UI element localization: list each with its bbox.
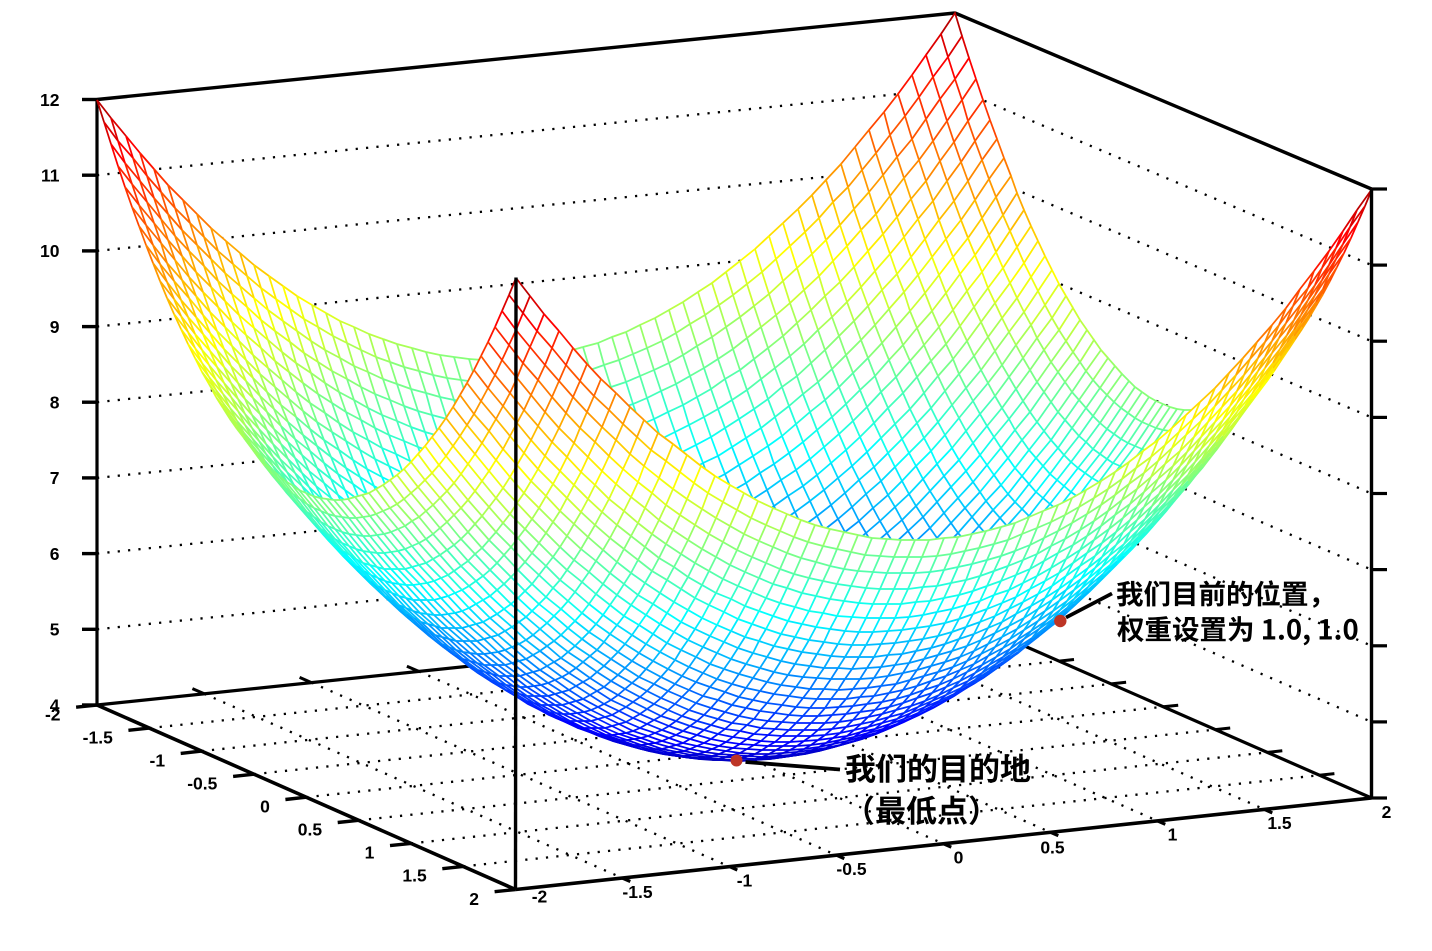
- svg-text:-0.5: -0.5: [836, 859, 866, 879]
- svg-text:6: 6: [50, 544, 60, 564]
- svg-text:-2: -2: [45, 704, 61, 724]
- svg-text:4: 4: [50, 695, 60, 715]
- svg-text:0.5: 0.5: [1040, 838, 1065, 858]
- svg-text:0.5: 0.5: [298, 820, 323, 840]
- svg-text:9: 9: [50, 317, 60, 337]
- svg-text:-1.5: -1.5: [622, 882, 652, 902]
- svg-text:-0.5: -0.5: [187, 774, 217, 794]
- svg-text:1: 1: [1168, 825, 1178, 845]
- svg-text:11: 11: [41, 166, 60, 186]
- svg-text:8: 8: [50, 393, 60, 413]
- svg-text:2: 2: [469, 889, 479, 909]
- svg-text:-1: -1: [150, 750, 166, 770]
- svg-text:1.5: 1.5: [1267, 813, 1292, 833]
- svg-text:1.5: 1.5: [402, 866, 427, 886]
- svg-text:5: 5: [50, 620, 60, 640]
- svg-text:0: 0: [954, 848, 964, 868]
- svg-text:0: 0: [260, 797, 270, 817]
- svg-text:7: 7: [50, 468, 60, 488]
- svg-text:1: 1: [365, 843, 375, 863]
- svg-text:-1.5: -1.5: [83, 727, 113, 747]
- svg-text:12: 12: [40, 90, 60, 110]
- svg-text:2: 2: [1382, 802, 1392, 822]
- svg-text:-2: -2: [532, 886, 548, 906]
- svg-text:10: 10: [40, 241, 60, 261]
- svg-text:-1: -1: [737, 870, 753, 890]
